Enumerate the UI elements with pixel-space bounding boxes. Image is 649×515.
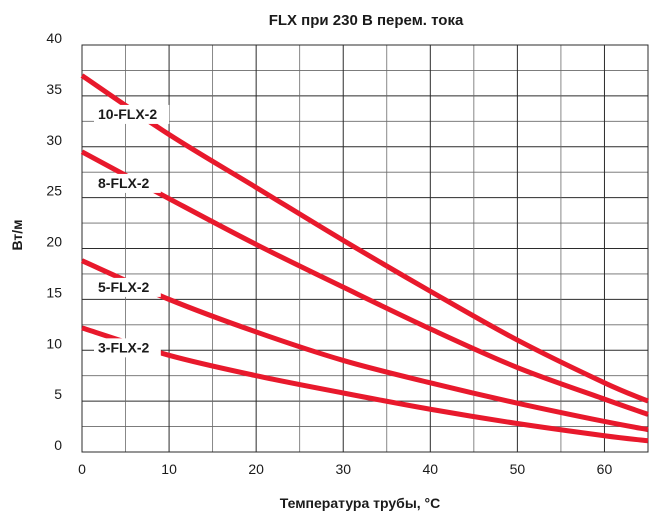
series-label-bg	[94, 173, 161, 193]
x-tick-label: 50	[510, 461, 526, 477]
series-label-bg	[94, 104, 170, 124]
series-line	[80, 73, 649, 404]
y-tick-label: 20	[46, 234, 62, 250]
chart-title: FLX при 230 В перем. тока	[269, 12, 464, 29]
x-tick-label: 40	[423, 461, 439, 477]
x-tick-label: 20	[248, 461, 264, 477]
series-labels: 10-FLX-2 8-FLX-2 5-FLX-2 3-FLX-2	[94, 104, 170, 358]
series-label-bg	[94, 277, 161, 297]
x-tick-label: 0	[78, 461, 86, 477]
y-tick-label: 15	[46, 284, 62, 300]
y-axis-ticks: 0 5 10 15 20 25 30 35 40	[46, 30, 62, 453]
x-tick-label: 30	[335, 461, 351, 477]
series-label-bg	[94, 338, 161, 358]
series-line	[80, 149, 649, 417]
y-tick-label: 25	[46, 183, 62, 199]
y-tick-label: 0	[54, 437, 62, 453]
y-axis-label: Вт/м	[9, 219, 25, 250]
series-line	[81, 325, 649, 444]
y-tick-label: 10	[46, 335, 62, 351]
y-tick-label: 5	[54, 386, 62, 402]
series-label: 8-FLX-2	[98, 175, 150, 191]
series-label: 10-FLX-2	[98, 106, 157, 122]
y-tick-label: 35	[46, 81, 62, 97]
series-line	[80, 258, 649, 433]
y-tick-label: 30	[46, 132, 62, 148]
series-lines	[80, 73, 649, 444]
x-tick-label: 10	[161, 461, 177, 477]
x-axis-ticks: 0 10 20 30 40 50 60	[78, 461, 612, 477]
x-axis-label: Температура трубы, °C	[280, 495, 441, 511]
x-tick-label: 60	[597, 461, 613, 477]
series-label: 3-FLX-2	[98, 339, 150, 355]
series-label: 5-FLX-2	[98, 279, 150, 295]
plot-frame	[81, 44, 649, 453]
y-tick-label: 40	[46, 30, 62, 46]
